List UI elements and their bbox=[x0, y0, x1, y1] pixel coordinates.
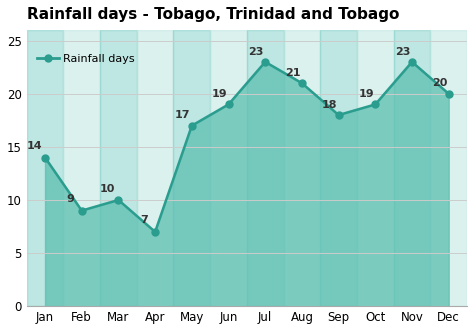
Bar bbox=[173, 30, 210, 306]
Text: 23: 23 bbox=[248, 47, 264, 57]
Text: 19: 19 bbox=[358, 89, 374, 99]
Bar bbox=[137, 30, 173, 306]
Legend: Rainfall days: Rainfall days bbox=[32, 49, 139, 68]
Text: 21: 21 bbox=[285, 68, 301, 78]
Bar bbox=[100, 30, 137, 306]
Bar bbox=[430, 30, 467, 306]
Bar bbox=[247, 30, 283, 306]
Bar bbox=[357, 30, 394, 306]
Text: 17: 17 bbox=[175, 110, 191, 120]
Text: 9: 9 bbox=[67, 194, 75, 204]
Text: 20: 20 bbox=[432, 78, 447, 88]
Bar bbox=[210, 30, 247, 306]
Bar bbox=[27, 30, 64, 306]
Bar bbox=[64, 30, 100, 306]
Text: Rainfall days - Tobago, Trinidad and Tobago: Rainfall days - Tobago, Trinidad and Tob… bbox=[27, 7, 399, 22]
Text: 19: 19 bbox=[211, 89, 227, 99]
Text: 7: 7 bbox=[140, 215, 148, 225]
Bar bbox=[394, 30, 430, 306]
Text: 14: 14 bbox=[26, 141, 42, 151]
Bar bbox=[320, 30, 357, 306]
Text: 23: 23 bbox=[395, 47, 410, 57]
Text: 10: 10 bbox=[100, 184, 115, 194]
Bar bbox=[283, 30, 320, 306]
Text: 18: 18 bbox=[322, 100, 337, 110]
